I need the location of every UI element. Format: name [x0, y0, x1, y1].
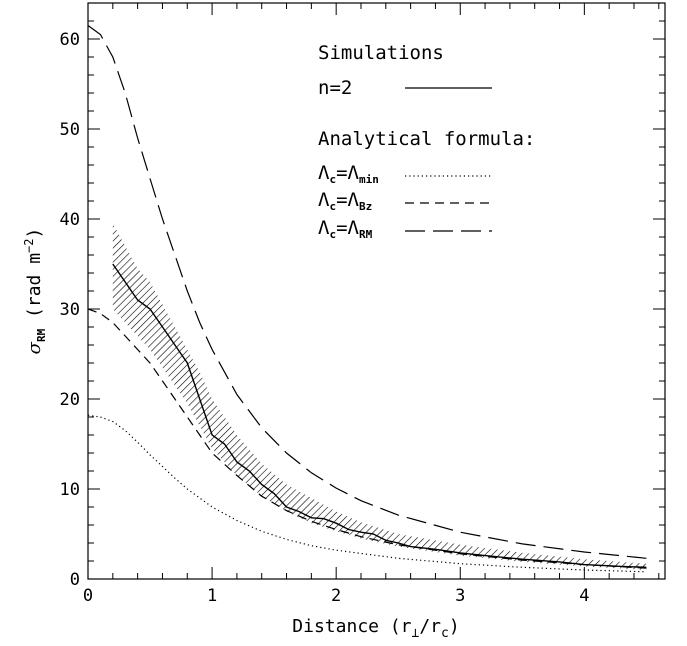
- y-axis-title-sigma: σ: [24, 341, 45, 354]
- legend-entry-min-lhs-sub: c: [329, 173, 336, 186]
- y-axis-title: σRM (rad m−2): [22, 228, 48, 355]
- x-axis-title-close: ): [449, 616, 460, 637]
- x-tick-label: 3: [455, 586, 465, 606]
- legend-entry-rm-lhs: Λ: [318, 217, 330, 239]
- y-tick-label: 50: [60, 120, 80, 140]
- y-axis-title-close: ): [24, 228, 45, 239]
- plot-area: [88, 25, 647, 573]
- legend-entry-min-lhs: Λ: [318, 162, 330, 184]
- x-axis-title-sub2: c: [441, 626, 449, 641]
- y-tick-label: 30: [60, 300, 80, 320]
- series-line-short-dash: [88, 308, 647, 569]
- legend-entry-rm-lhs-sub: c: [329, 228, 336, 241]
- legend-entry-bz-lhs-sub: c: [329, 200, 336, 213]
- series-line-dotted: [88, 414, 647, 573]
- legend-entry-bz-label: Λc=ΛBz: [318, 189, 372, 213]
- series-line-long-dash: [88, 25, 647, 559]
- hatched-band: [112, 223, 647, 570]
- legend-entry-bz-rhs: Λ: [348, 189, 360, 211]
- x-axis-title: Distance (r⊥/rc): [292, 616, 459, 641]
- y-axis-title-unit: (rad m: [24, 253, 45, 329]
- y-axis-title-sub: RM: [35, 328, 48, 342]
- legend-entry-bz-lhs: Λ: [318, 189, 330, 211]
- y-tick-label: 10: [60, 480, 80, 500]
- x-axis-title-text: Distance (r: [292, 616, 411, 637]
- legend-entry-bz-eq: =: [336, 189, 347, 211]
- y-axis-title-sup: −2: [22, 238, 36, 252]
- legend-entry-rm-rhs: Λ: [348, 217, 360, 239]
- legend-title-simulations: Simulations: [318, 42, 444, 64]
- x-tick-label: 4: [579, 586, 589, 606]
- y-tick-label: 60: [60, 30, 80, 50]
- y-tick-label: 40: [60, 210, 80, 230]
- plot-frame: [87, 2, 666, 580]
- legend-entry-min-rhs: Λ: [348, 162, 360, 184]
- legend-entry-min-label: Λc=Λmin: [318, 162, 379, 186]
- legend-entry-min-eq: =: [336, 162, 347, 184]
- legend-entry-min-rhs-sub: min: [359, 173, 379, 186]
- legend: Simulations n=2 Analytical formula: Λc=Λ…: [318, 42, 535, 241]
- x-axis-title-sub1: ⊥: [412, 626, 420, 641]
- legend-entry-rm-rhs-sub: RM: [359, 228, 373, 241]
- legend-entry-bz-rhs-sub: Bz: [359, 200, 372, 213]
- series-line-solid: [112, 263, 647, 568]
- legend-entry-rm-eq: =: [336, 217, 347, 239]
- x-tick-label: 2: [331, 586, 341, 606]
- y-tick-label: 0: [70, 570, 80, 590]
- x-axis-title-slash: /r: [419, 616, 441, 637]
- series-layer: [88, 25, 647, 573]
- x-tick-label: 1: [207, 586, 217, 606]
- legend-entry-n2-label: n=2: [318, 77, 352, 99]
- legend-entry-rm-label: Λc=ΛRM: [318, 217, 373, 241]
- y-tick-label: 20: [60, 390, 80, 410]
- legend-title-analytical: Analytical formula:: [318, 128, 535, 150]
- x-tick-label: 0: [83, 586, 93, 606]
